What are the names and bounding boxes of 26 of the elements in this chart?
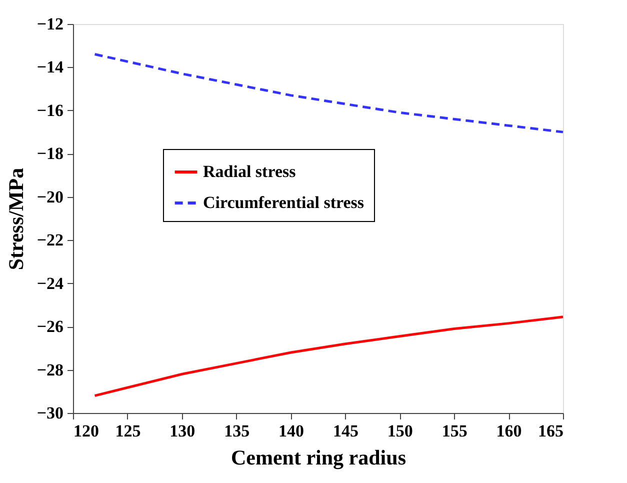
y-tick-label: −14 [36,58,64,77]
y-tick-label: −16 [36,100,64,120]
legend-label: Circumferential stress [203,193,364,212]
y-tick-label: −12 [36,14,64,34]
x-tick-label: 165 [538,422,564,440]
x-tick-label: 125 [115,422,141,440]
x-tick-label: 135 [224,422,250,440]
x-tick-label: 130 [170,422,196,440]
x-axis-title: Cement ring radius [231,446,406,470]
y-tick-label: −20 [36,187,64,206]
y-axis-title: Stress/MPa [4,167,28,270]
y-tick-label: −26 [36,317,64,336]
legend-label: Radial stress [203,162,296,181]
x-tick-label: 150 [387,422,413,440]
line-series [94,316,564,397]
y-tick-label: −24 [36,274,64,293]
x-tick-label: 140 [278,422,304,440]
x-tick-label: 120 [74,422,99,440]
y-tick-label: −22 [36,230,64,250]
line-series [94,53,564,134]
y-tick-label: −28 [36,360,64,380]
x-tick-label: 160 [496,422,522,440]
x-tick-label: 145 [332,422,358,440]
x-tick-label: 155 [442,422,468,440]
y-tick-label: −18 [36,144,64,164]
y-tick-label: −30 [36,404,64,422]
